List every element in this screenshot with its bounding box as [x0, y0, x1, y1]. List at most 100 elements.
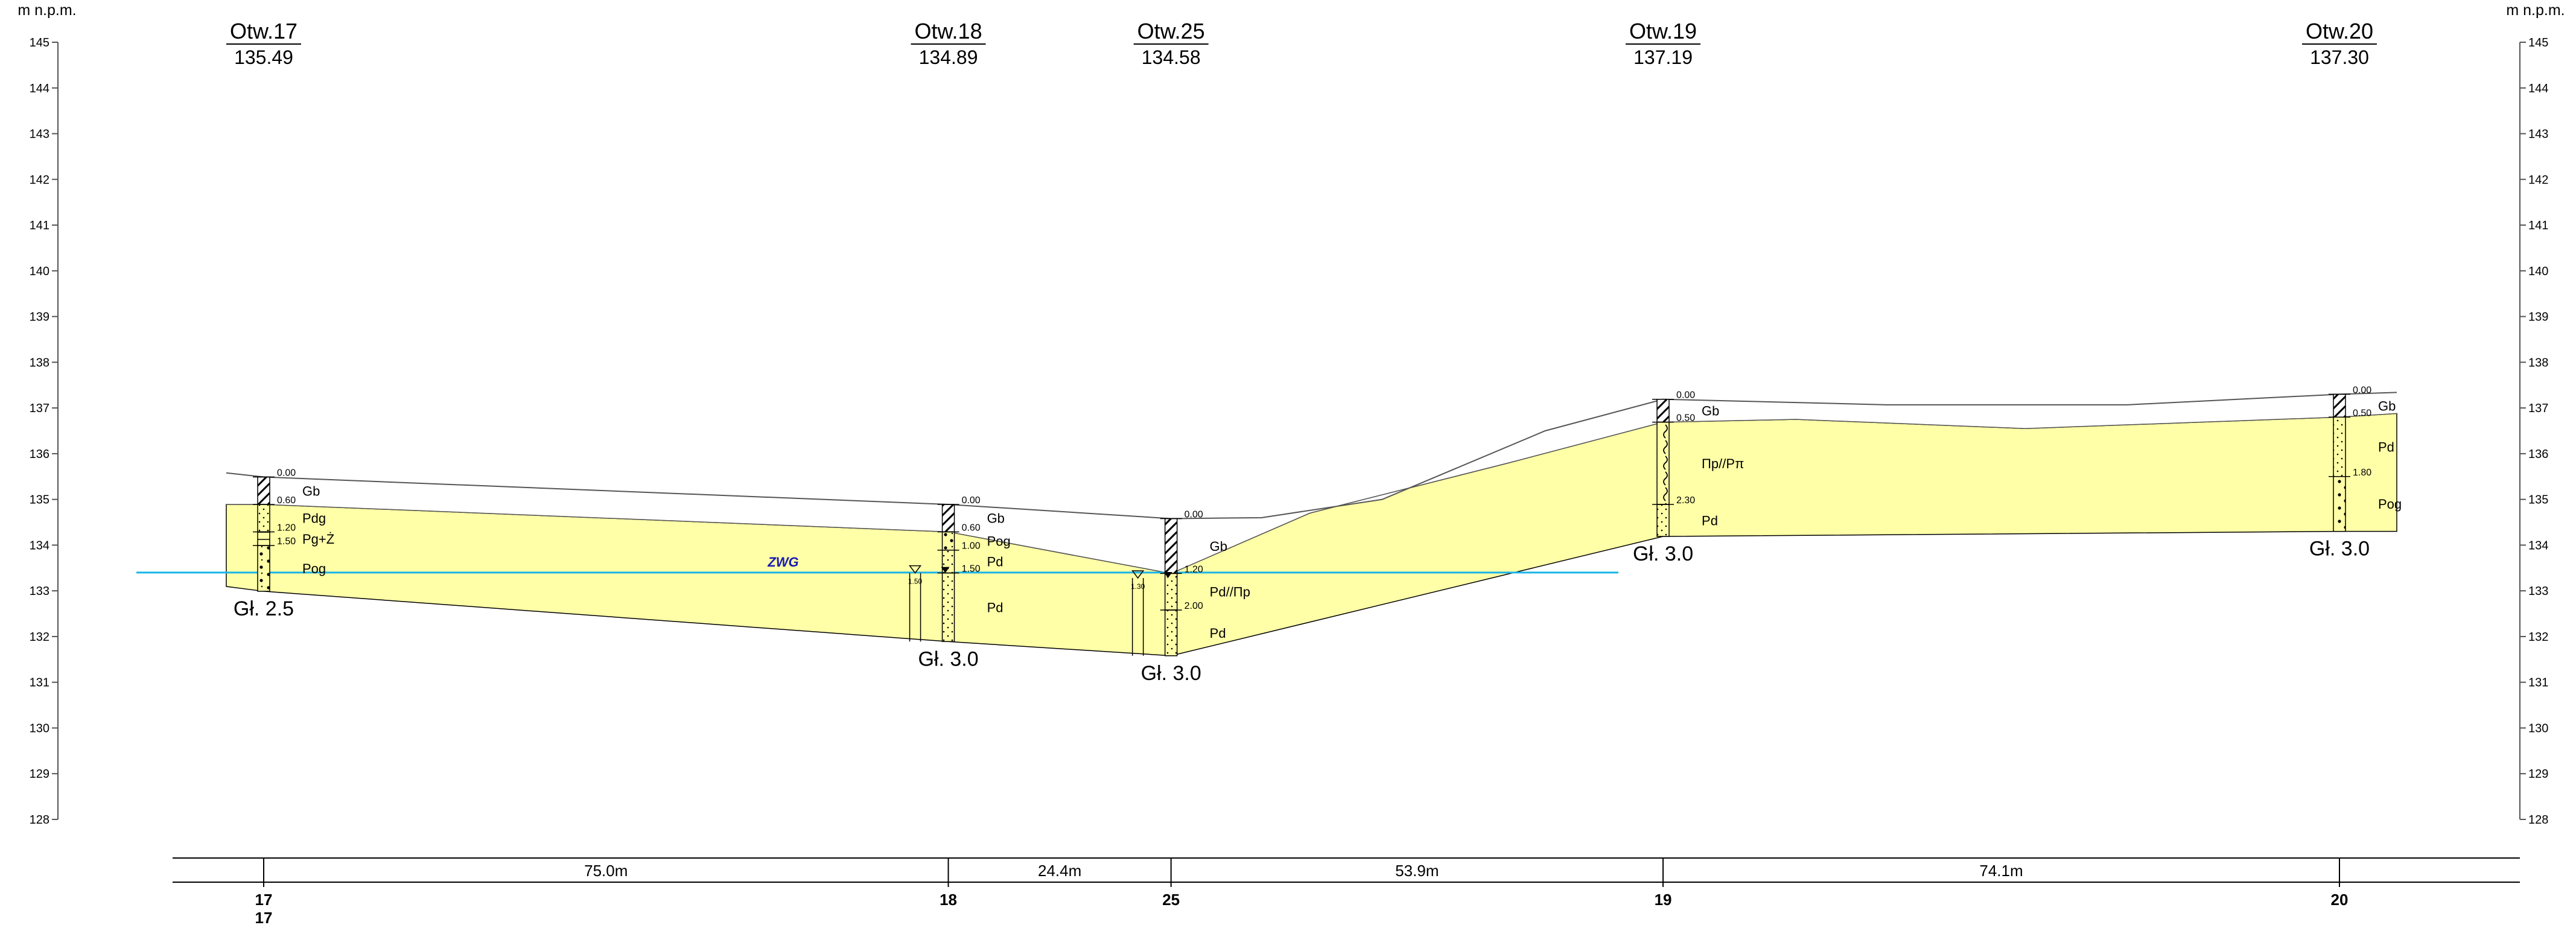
station-label: 17 [255, 891, 273, 909]
borehole-depth: Gł. 3.0 [1141, 662, 1201, 685]
layer-soil-code: Pd [987, 555, 1003, 570]
elevation-tick-label: 137 [2528, 402, 2548, 415]
layer-depth-label: 0.50 [1676, 413, 1695, 424]
elevation-tick-label: 139 [2528, 311, 2548, 324]
water-level-marker [909, 565, 922, 574]
terrain-line [226, 392, 2397, 574]
borehole-17: Otw.17 135.49 0.00 Gb 0.60 Pdg 1.20 Pg+Ż 1.50 Pog… [226, 19, 334, 620]
borehole-layer [257, 545, 270, 592]
layer-soil-code: Pog [2378, 497, 2402, 512]
borehole-layer [1164, 573, 1178, 611]
elevation-tick-label: 130 [30, 722, 49, 735]
elevation-tick-label: 141 [2528, 219, 2548, 232]
station-label: 25 [1162, 891, 1180, 909]
layer-soil-code: Πp//Pπ [1702, 456, 1744, 471]
groundwater-label: ZWG [767, 555, 798, 570]
layer-soil-code: Gb [987, 511, 1005, 526]
elevation-tick-label: 138 [2528, 356, 2548, 369]
elevation-axis-left: m n.p.m. 145 144 143 142 141 140 139 138 137 136 1… [17, 2, 76, 827]
elevation-tick-label: 143 [2528, 128, 2548, 141]
axis-unit-label: m n.p.m. [2506, 2, 2565, 19]
layer-soil-code: Gb [1702, 404, 1719, 419]
station-label: 17 [255, 909, 273, 925]
terrain-surface-line [226, 392, 2397, 520]
water-level-value: 1.50 [908, 577, 923, 586]
layer-depth-label: 0.00 [962, 495, 981, 506]
borehole-depth: Gł. 3.0 [1633, 542, 1693, 565]
distance-label: 75.0m [584, 862, 628, 880]
layer-soil-code: Pog [302, 561, 326, 576]
elevation-tick-label: 134 [30, 539, 49, 552]
layer-soil-code: Pd//Πp [1210, 585, 1250, 600]
layer-depth-label: 2.00 [1185, 601, 1203, 611]
layer-soil-code: Pog [987, 534, 1011, 549]
elevation-tick-label: 135 [30, 494, 49, 507]
elevation-tick-label: 142 [2528, 173, 2548, 186]
elevation-tick-label: 131 [2528, 676, 2548, 690]
layer-soil-code: Gb [302, 483, 320, 498]
layer-soil-code: Pd [1702, 513, 1718, 528]
elevation-tick-label: 129 [2528, 768, 2548, 781]
layer-depth-label: 1.50 [277, 536, 296, 547]
elevation-tick-label: 136 [30, 448, 49, 461]
borehole-depth: Gł. 3.0 [2309, 538, 2370, 561]
distance-label: 53.9m [1395, 862, 1439, 880]
borehole-19: Otw.19 137.19 0.00 Gb 0.50 Πp//Pπ 2.30 Pd Gł. 3.… [1626, 19, 1744, 565]
borehole-25: Otw.25 134.58 0.00 Gb 1.20 Pd//Πp 2.00 Pd Gł. 3.… [1131, 19, 1250, 685]
borehole-layer [1164, 518, 1178, 574]
borehole-elevation: 134.58 [1142, 46, 1201, 68]
elevation-tick-label: 137 [30, 402, 49, 415]
elevation-tick-label: 142 [30, 173, 49, 186]
borehole-name: Otw.25 [1137, 19, 1205, 43]
elevation-tick-label: 131 [30, 676, 49, 690]
borehole-elevation: 135.49 [234, 46, 293, 68]
fill-base-line [226, 413, 2397, 574]
borehole-name: Otw.18 [915, 19, 982, 43]
borehole-name: Otw.19 [1629, 19, 1697, 43]
borehole-name: Otw.20 [2306, 19, 2373, 43]
borehole-layer [941, 504, 955, 533]
borehole-layer [1656, 398, 1670, 423]
layer-depth-label: 0.00 [2353, 385, 2371, 395]
layer-depth-label: 0.60 [962, 523, 981, 533]
borehole-20: Otw.20 137.30 0.00 Gb 0.50 Pd 1.80 Pog Gł. 3.0 [2302, 19, 2402, 561]
borehole-layer [1656, 421, 1670, 505]
layer-soil-code: Pg+Ż [302, 532, 334, 547]
borehole-layer [941, 572, 955, 643]
elevation-tick-label: 128 [30, 813, 49, 827]
elevation-axis-right: m n.p.m. 145 144 143 142 141 140 139 138 137 136 1… [2506, 2, 2565, 827]
elevation-tick-label: 145 [2528, 36, 2548, 49]
distance-label: 24.4m [1038, 862, 1081, 880]
borehole-18: Otw.18 134.89 0.00 Gb 0.60 Pog 1.00 Pd 1.50 Pd Gł.… [908, 19, 1011, 670]
water-level-marker [1131, 570, 1145, 579]
layer-depth-label: 0.50 [2353, 408, 2371, 418]
station-label: 18 [940, 891, 957, 909]
layer-depth-label: 0.00 [1676, 390, 1695, 401]
borehole-name: Otw.17 [230, 19, 297, 43]
fill-layer-band [226, 392, 2397, 574]
layer-soil-code: Pd [2378, 440, 2394, 455]
layer-depth-label: 0.00 [1185, 509, 1203, 520]
layer-soil-code: Pdg [302, 511, 326, 526]
layer-depth-label: 1.20 [277, 523, 296, 533]
layer-depth-label: 0.00 [277, 468, 296, 478]
water-level-marker [1163, 571, 1172, 578]
layer-soil-code: Gb [2378, 398, 2396, 413]
borehole-layer [941, 531, 955, 551]
layer-soil-code: Gb [1210, 539, 1227, 554]
borehole-layer [257, 504, 270, 533]
water-level-value: 1.30 [1131, 582, 1145, 591]
elevation-tick-label: 133 [30, 585, 49, 598]
borehole-layer [257, 531, 270, 546]
borehole-layer [1164, 609, 1178, 656]
elevation-tick-label: 134 [2528, 539, 2548, 552]
borehole-layer [2333, 393, 2346, 418]
borehole-depth: Gł. 3.0 [918, 647, 978, 670]
elevation-tick-label: 141 [30, 219, 49, 232]
layer-soil-code: Pd [987, 600, 1003, 615]
elevation-tick-label: 128 [2528, 813, 2548, 827]
boreholes: Otw.17 135.49 0.00 Gb 0.60 Pdg 1.20 Pg+Ż 1.50 Pog… [226, 19, 2402, 685]
layer-depth-label: 1.80 [2353, 468, 2371, 478]
